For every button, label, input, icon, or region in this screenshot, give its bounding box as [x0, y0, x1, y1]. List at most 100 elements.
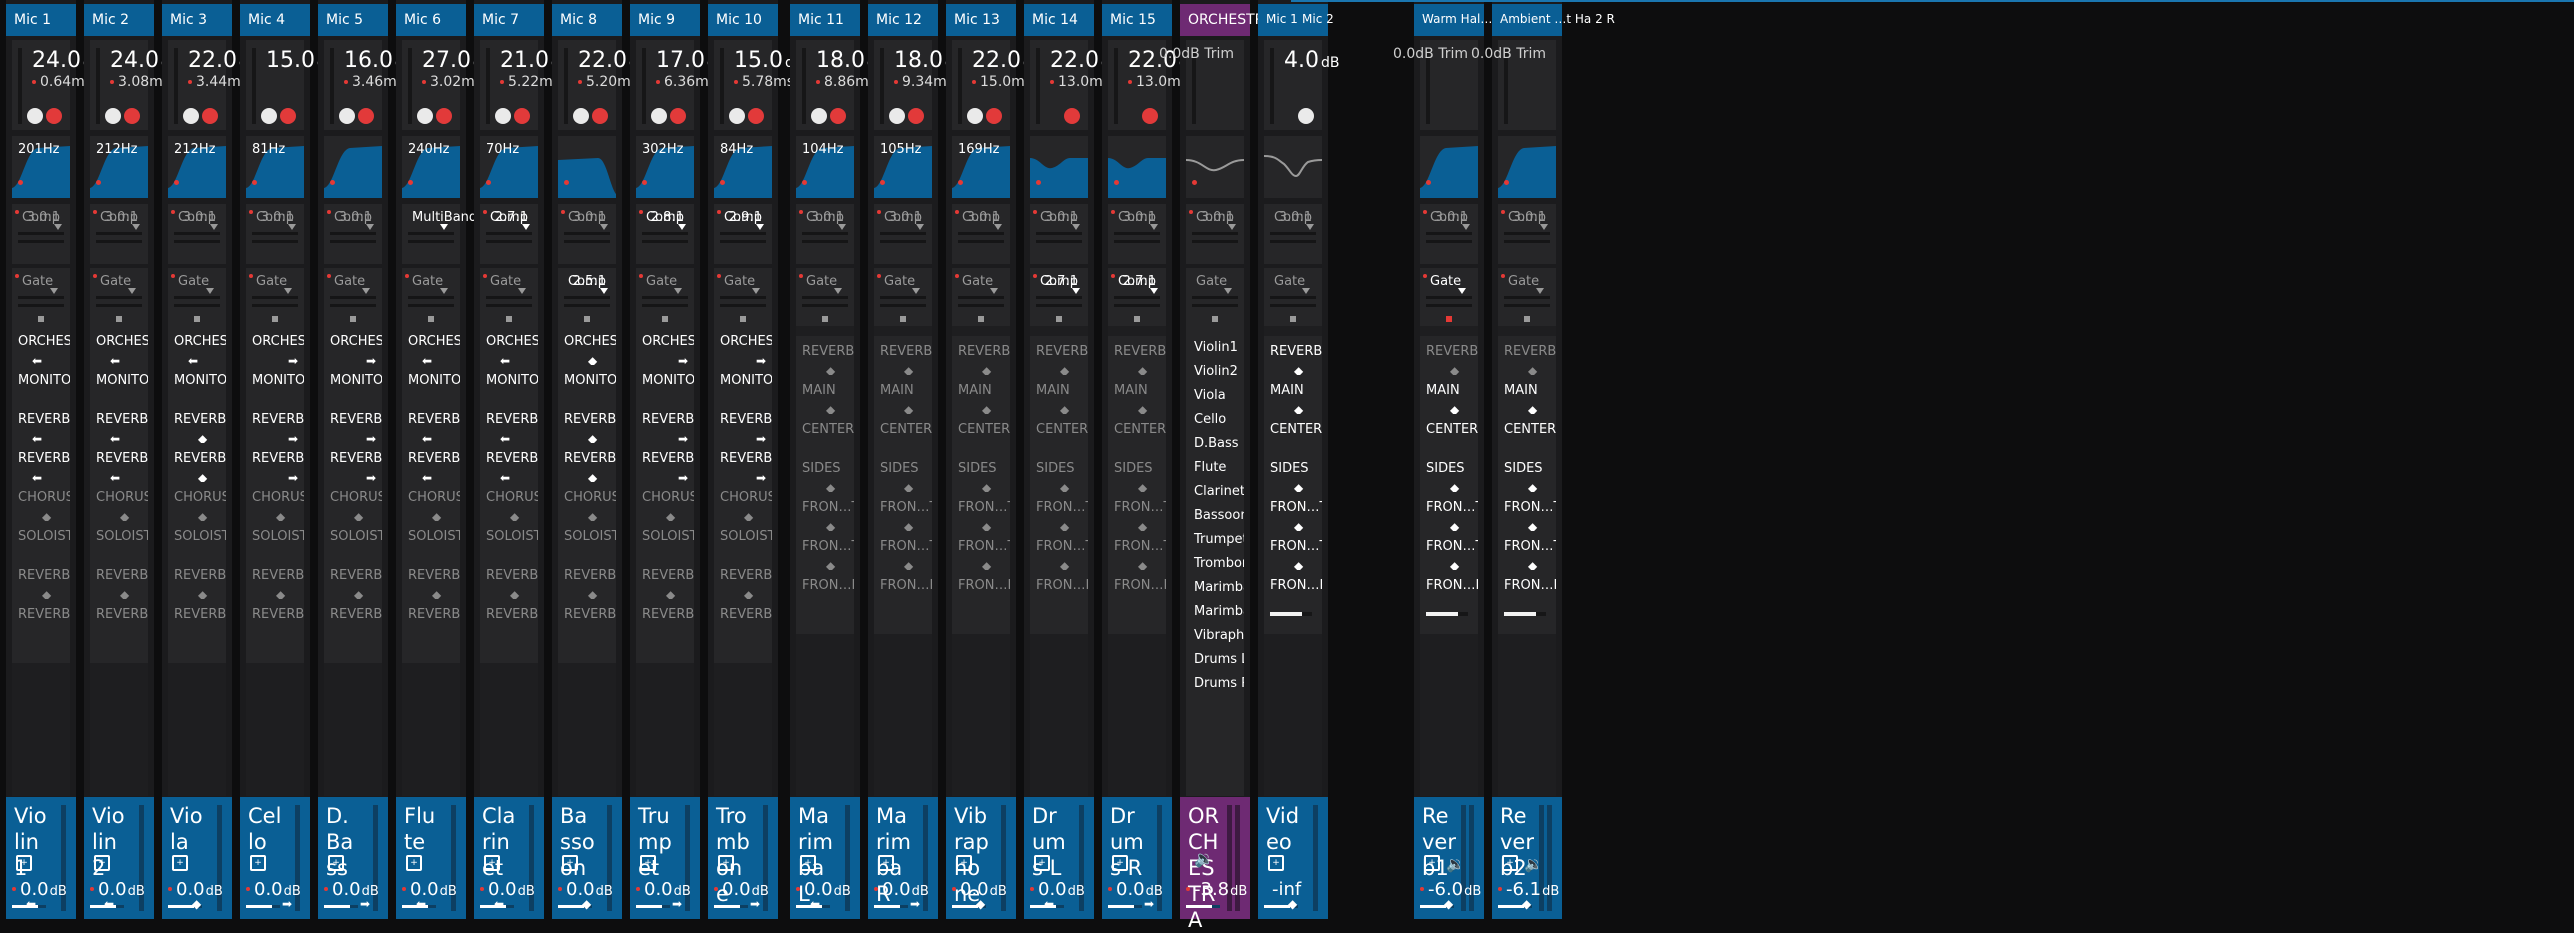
gain-section[interactable]: 22.0dB13.0ms: [1108, 40, 1197, 130]
send-slot[interactable]: FRON…NTER: [1108, 570, 1166, 634]
compressor-section[interactable]: Comp 3.0:1: [1420, 204, 1478, 264]
link-icon[interactable]: +: [406, 855, 422, 871]
compressor-section[interactable]: Comp 3.0:1: [90, 204, 148, 264]
fader-section[interactable]: Reverb2 + 🔉 -6.1dB ◆: [1492, 797, 1562, 919]
fader-section[interactable]: Marimba L +0.0dB ⬅: [790, 797, 860, 919]
link-icon[interactable]: +: [1424, 855, 1440, 871]
phantom-circle-icon[interactable]: [651, 108, 667, 124]
eq-section[interactable]: 302Hz: [636, 136, 694, 198]
channel-name-button[interactable]: Warm Hal…Hall 1 R: [1414, 4, 1539, 36]
phantom-circle-icon[interactable]: [573, 108, 589, 124]
mute-circle-icon[interactable]: [592, 108, 608, 124]
eq-section[interactable]: [1030, 136, 1088, 198]
channel-name-button[interactable]: Mic 11: [790, 4, 860, 36]
channel-name-button[interactable]: ORCHESTRA: [1180, 4, 1273, 36]
source-item[interactable]: Trumpet: [1194, 532, 1244, 547]
phantom-circle-icon[interactable]: [811, 108, 827, 124]
send-slot[interactable]: FRON…NTER: [1030, 570, 1088, 634]
gate-section[interactable]: Gate: [324, 268, 382, 328]
gate-section[interactable]: Gate: [1186, 268, 1244, 328]
gain-section[interactable]: 16.0dB3.46ms: [324, 40, 413, 130]
mute-circle-icon[interactable]: [202, 108, 218, 124]
compressor-section[interactable]: Comp 3.0:1: [796, 204, 854, 264]
source-item[interactable]: D.Bass: [1194, 436, 1239, 451]
eq-section[interactable]: 169Hz: [952, 136, 1010, 198]
compressor-section[interactable]: Comp 3.0:1: [1264, 204, 1322, 264]
fader-section[interactable]: Flute +0.0dB ⬅: [396, 797, 466, 919]
gain-section[interactable]: 22.0dB5.20ms: [558, 40, 647, 130]
link-icon[interactable]: +: [484, 855, 500, 871]
source-item[interactable]: Bassoon: [1194, 508, 1244, 523]
send-slot[interactable]: REVERB4: [246, 599, 304, 663]
fader-section[interactable]: Viola +0.0dB ◆: [162, 797, 232, 919]
mute-circle-icon[interactable]: [514, 108, 530, 124]
gate-section[interactable]: Comp 2.7:1: [1030, 268, 1088, 328]
link-icon[interactable]: +: [640, 855, 656, 871]
source-item[interactable]: Drums L: [1194, 652, 1244, 667]
eq-section[interactable]: 201Hz: [12, 136, 70, 198]
link-icon[interactable]: +: [878, 855, 894, 871]
channel-name-button[interactable]: Mic 3: [162, 4, 232, 36]
gate-section[interactable]: Gate: [12, 268, 70, 328]
send-slot[interactable]: REVERB4: [402, 599, 460, 663]
source-item[interactable]: Cello: [1194, 412, 1227, 427]
source-item[interactable]: Flute: [1194, 460, 1227, 475]
gain-section[interactable]: 0.0dB Trim: [1393, 40, 1478, 130]
send-slot[interactable]: FRON…NTER: [1264, 570, 1322, 634]
phantom-circle-icon[interactable]: [261, 108, 277, 124]
eq-section[interactable]: 105Hz: [874, 136, 932, 198]
gain-section[interactable]: 27.0dB3.02ms: [402, 40, 491, 130]
channel-name-button[interactable]: Mic 2: [84, 4, 154, 36]
source-item[interactable]: Vibraphone: [1194, 628, 1244, 643]
channel-name-button[interactable]: Mic 10: [708, 4, 778, 36]
compressor-section[interactable]: Comp 3.0:1: [246, 204, 304, 264]
gain-section[interactable]: 22.0dB13.0ms: [1030, 40, 1119, 130]
send-slot[interactable]: REVERB4: [480, 599, 538, 663]
fader-section[interactable]: Trombone +0.0dB ➡: [708, 797, 778, 919]
link-icon[interactable]: +: [1112, 855, 1128, 871]
compressor-section[interactable]: Comp 3.0:1: [1498, 204, 1556, 264]
eq-section[interactable]: [1498, 136, 1556, 198]
channel-name-button[interactable]: Mic 6: [396, 4, 466, 36]
gate-section[interactable]: Gate: [952, 268, 1010, 328]
gate-section[interactable]: Gate: [90, 268, 148, 328]
compressor-section[interactable]: Comp 3.0:1: [168, 204, 226, 264]
channel-name-button[interactable]: Mic 5: [318, 4, 388, 36]
mute-circle-icon[interactable]: [1142, 108, 1158, 124]
gate-section[interactable]: Gate: [1420, 268, 1478, 328]
gate-section[interactable]: Gate: [714, 268, 772, 328]
fader-section[interactable]: Trumpet +0.0dB ➡: [630, 797, 700, 919]
gate-section[interactable]: Gate: [402, 268, 460, 328]
compressor-section[interactable]: MultiBand: [402, 204, 477, 264]
mute-circle-icon[interactable]: [748, 108, 764, 124]
channel-name-button[interactable]: Mic 12: [868, 4, 938, 36]
send-slot[interactable]: FRON…NTER: [796, 570, 854, 634]
source-item[interactable]: Viola: [1194, 388, 1226, 403]
phantom-circle-icon[interactable]: [105, 108, 121, 124]
source-item[interactable]: Drums R: [1194, 676, 1244, 691]
fader-section[interactable]: D.Bass +0.0dB ➡: [318, 797, 388, 919]
send-slot[interactable]: FRON…NTER: [952, 570, 1010, 634]
channel-name-button[interactable]: Mic 4: [240, 4, 310, 36]
source-item[interactable]: Clarinet: [1194, 484, 1244, 499]
link-icon[interactable]: +: [800, 855, 816, 871]
link-icon[interactable]: +: [16, 855, 32, 871]
mute-circle-icon[interactable]: [830, 108, 846, 124]
mute-circle-icon[interactable]: [46, 108, 62, 124]
send-slot[interactable]: FRON…NTER: [1498, 570, 1556, 634]
channel-name-button[interactable]: Mic 1 Mic 2: [1258, 4, 1334, 36]
fader-section[interactable]: Marimba R +0.0dB ➡: [868, 797, 938, 919]
compressor-section[interactable]: Comp 3.0:1: [874, 204, 932, 264]
send-slot[interactable]: REVERB4: [714, 599, 772, 663]
eq-section[interactable]: [1108, 136, 1166, 198]
gate-section[interactable]: Comp 2.5:1: [558, 268, 616, 328]
fader-section[interactable]: Drums R +0.0dB ➡: [1102, 797, 1172, 919]
gain-section[interactable]: 21.0dB5.22ms: [480, 40, 569, 130]
source-item[interactable]: Violin2: [1194, 364, 1238, 379]
link-icon[interactable]: +: [250, 855, 266, 871]
send-slot[interactable]: REVERB4: [324, 599, 382, 663]
phantom-circle-icon[interactable]: [889, 108, 905, 124]
link-icon[interactable]: +: [718, 855, 734, 871]
eq-section[interactable]: 81Hz: [246, 136, 304, 198]
gain-section[interactable]: 15.0dB5.78ms: [714, 40, 803, 130]
